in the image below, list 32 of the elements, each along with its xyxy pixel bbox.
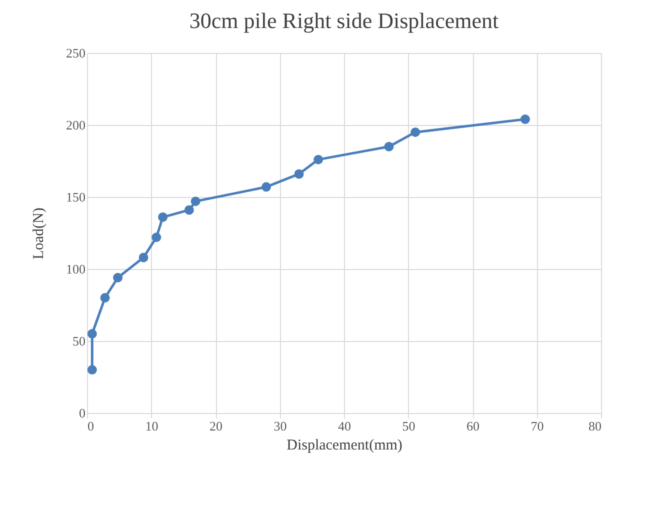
point — [152, 232, 162, 242]
x-tick-label: 20 — [210, 418, 222, 434]
point — [520, 114, 530, 124]
y-tick-label: 250 — [66, 46, 86, 60]
x-tick-label: 10 — [145, 418, 158, 434]
point — [294, 169, 304, 179]
point — [262, 182, 271, 192]
y-tick-label: 0 — [79, 406, 86, 420]
point — [138, 252, 148, 262]
x-tick-label: 80 — [588, 418, 602, 434]
x-tick-label: 60 — [466, 418, 480, 434]
point — [87, 329, 97, 339]
y-tick-label: 50 — [72, 334, 86, 348]
point — [384, 142, 394, 152]
point — [190, 196, 200, 206]
point — [410, 127, 420, 137]
point — [184, 205, 194, 215]
x-tick-label: 40 — [338, 418, 351, 434]
point — [158, 212, 168, 222]
x-axis-title: Displacement(mm) — [286, 438, 402, 454]
x-tick-label: 70 — [530, 418, 544, 434]
point — [87, 365, 97, 375]
x-tick-label: 50 — [402, 418, 416, 434]
chart-title: 30cm pile Right side Displacement — [189, 8, 499, 33]
y-tick-label: 100 — [66, 262, 86, 276]
x-tick-label: 30 — [274, 418, 287, 434]
point — [113, 272, 123, 282]
point — [100, 293, 110, 303]
y-tick-label: 150 — [66, 190, 86, 204]
y-axis-title: Load(N) — [31, 208, 47, 260]
y-tick-label: 200 — [66, 118, 86, 132]
point — [314, 154, 324, 164]
